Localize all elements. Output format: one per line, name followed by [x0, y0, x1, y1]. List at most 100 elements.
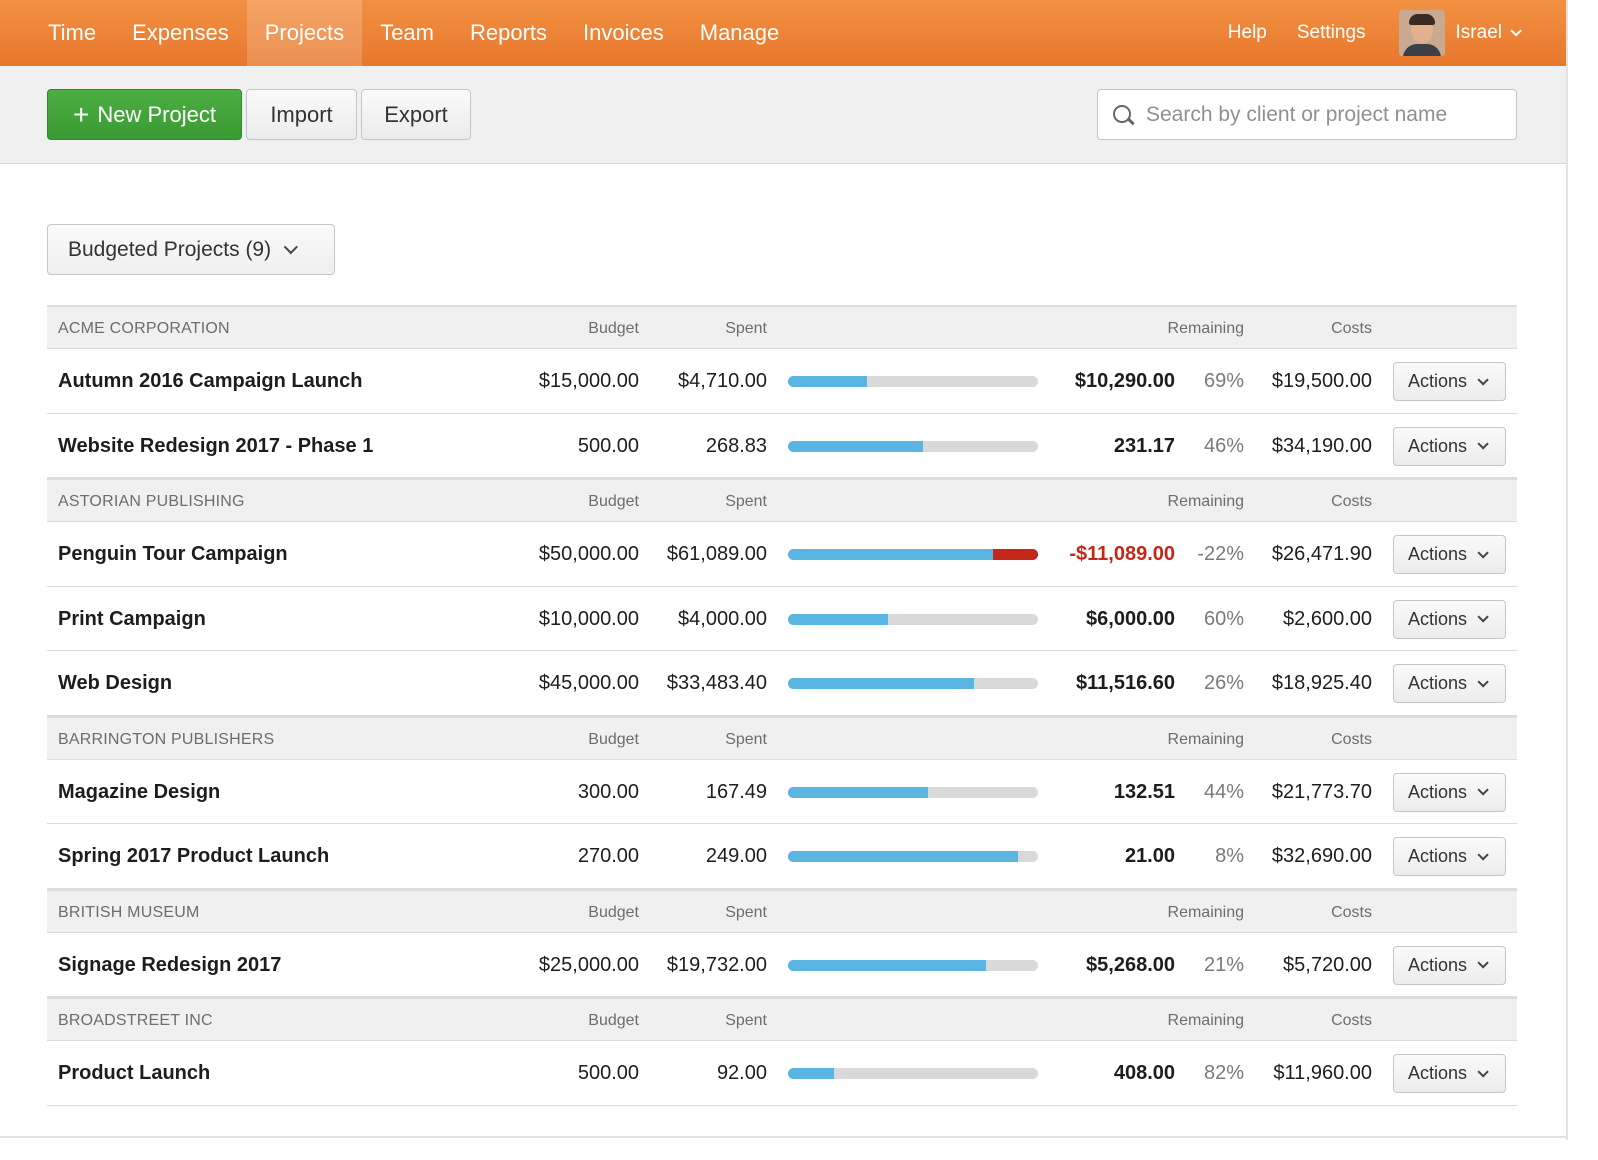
- actions-label: Actions: [1408, 954, 1468, 975]
- nav-item-invoices[interactable]: Invoices: [583, 20, 664, 45]
- actions-dropdown[interactable]: Actions: [1393, 599, 1506, 639]
- project-remaining-percent: 46%: [1203, 434, 1244, 457]
- column-header-spent: Spent: [725, 320, 767, 337]
- column-header-costs: Costs: [1331, 493, 1372, 510]
- column-header-costs: Costs: [1331, 1012, 1372, 1029]
- budget-progress-bar: [788, 851, 1038, 862]
- plus-icon: +: [73, 98, 90, 130]
- chevron-down-icon: [1477, 848, 1489, 861]
- export-button[interactable]: Export: [361, 89, 471, 140]
- project-remaining: $11,516.60: [1076, 672, 1175, 694]
- client-header-row: ACME CORPORATION Budget Spent Remaining Cost…: [47, 305, 1517, 349]
- budget-progress-bar: [788, 440, 1038, 452]
- chevron-down-icon: [1477, 373, 1489, 386]
- project-costs: $21,773.70: [1271, 780, 1372, 803]
- project-costs: $2,600.00: [1283, 607, 1372, 630]
- project-spent: 249.00: [705, 845, 767, 867]
- actions-dropdown[interactable]: Actions: [1393, 362, 1506, 401]
- actions-dropdown[interactable]: Actions: [1393, 426, 1506, 466]
- progress-fill: [788, 678, 974, 689]
- project-spent: 167.49: [705, 780, 767, 803]
- actions-label: Actions: [1408, 435, 1468, 456]
- user-name: Israel: [1455, 22, 1502, 43]
- actions-dropdown[interactable]: Actions: [1393, 1054, 1506, 1093]
- nav-item-manage[interactable]: Manage: [699, 20, 780, 45]
- client-header-row: ASTORIAN PUBLISHING Budget Spent Remaining C…: [47, 478, 1517, 522]
- project-name[interactable]: Product Launch: [58, 1062, 211, 1084]
- project-budget: $15,000.00: [538, 370, 639, 392]
- project-remaining-percent: 44%: [1203, 780, 1244, 803]
- project-name[interactable]: Penguin Tour Campaign: [58, 543, 288, 565]
- actions-label: Actions: [1408, 1063, 1468, 1083]
- budget-progress-bar: [788, 549, 1038, 560]
- search-input[interactable]: [1146, 102, 1506, 127]
- user-menu[interactable]: Israel: [1398, 10, 1522, 56]
- project-remaining-percent: 60%: [1203, 607, 1244, 630]
- project-budget: 270.00: [577, 845, 639, 867]
- progress-fill: [788, 959, 986, 971]
- client-header-row: BROADSTREET INC Budget Spent Remaining Costs: [47, 997, 1517, 1041]
- column-header-remaining: Remaining: [1167, 320, 1244, 337]
- budget-progress-bar: [788, 613, 1038, 625]
- table-row: Website Redesign 2017 - Phase 1 500.00 268…: [47, 414, 1517, 478]
- table-row: Web Design $45,000.00 $33,483.40 $11,516.60…: [47, 651, 1517, 716]
- column-header-costs: Costs: [1331, 730, 1372, 748]
- project-name[interactable]: Print Campaign: [58, 607, 206, 630]
- actions-label: Actions: [1408, 608, 1468, 629]
- chevron-down-icon: [1477, 1065, 1489, 1078]
- import-button[interactable]: Import: [246, 89, 357, 140]
- chevron-down-icon: [1477, 438, 1489, 450]
- nav-help-link[interactable]: Help: [1227, 22, 1267, 43]
- column-header-budget: Budget: [588, 493, 639, 510]
- project-name[interactable]: Spring 2017 Product Launch: [58, 845, 330, 867]
- project-name[interactable]: Autumn 2016 Campaign Launch: [58, 370, 363, 392]
- project-budget: 500.00: [577, 434, 639, 457]
- chevron-down-icon: [1477, 546, 1489, 559]
- project-spent: $33,483.40: [666, 672, 767, 694]
- budgeted-projects-dropdown[interactable]: Budgeted Projects (9): [47, 224, 335, 275]
- chevron-down-icon: [1477, 784, 1489, 796]
- projects-table: ACME CORPORATION Budget Spent Remaining Cost…: [47, 305, 1517, 1106]
- actions-dropdown[interactable]: Actions: [1393, 945, 1506, 985]
- divider: [1566, 0, 1568, 1140]
- project-remaining: 21.00: [1124, 845, 1175, 867]
- project-remaining: $6,000.00: [1086, 607, 1175, 630]
- column-header-spent: Spent: [725, 903, 767, 921]
- project-budget: $50,000.00: [538, 543, 639, 565]
- actions-label: Actions: [1408, 544, 1468, 564]
- actions-dropdown[interactable]: Actions: [1393, 664, 1506, 703]
- actions-dropdown[interactable]: Actions: [1393, 772, 1506, 812]
- project-name[interactable]: Web Design: [58, 672, 173, 694]
- project-name[interactable]: Signage Redesign 2017: [58, 953, 282, 976]
- budget-progress-bar: [788, 786, 1038, 798]
- project-remaining-percent: 82%: [1203, 1062, 1244, 1084]
- actions-dropdown[interactable]: Actions: [1393, 837, 1506, 876]
- project-budget: $45,000.00: [538, 672, 639, 694]
- project-spent: 92.00: [716, 1062, 767, 1084]
- actions-label: Actions: [1408, 846, 1468, 866]
- project-budget: $10,000.00: [538, 607, 639, 630]
- project-costs: $18,925.40: [1271, 672, 1372, 694]
- project-costs: $19,500.00: [1271, 370, 1372, 392]
- nav-item-team[interactable]: Team: [380, 20, 434, 45]
- avatar: [1398, 10, 1445, 56]
- nav-item-reports[interactable]: Reports: [469, 20, 548, 45]
- chevron-down-icon: [1510, 25, 1522, 37]
- project-remaining-percent: 8%: [1215, 845, 1244, 867]
- project-remaining: 231.17: [1113, 434, 1175, 457]
- project-name[interactable]: Website Redesign 2017 - Phase 1: [58, 434, 374, 457]
- nav-item-time[interactable]: Time: [48, 20, 97, 45]
- new-project-button[interactable]: + New Project: [47, 89, 242, 140]
- project-remaining: -$11,089.00: [1069, 543, 1175, 565]
- actions-dropdown[interactable]: Actions: [1393, 535, 1506, 574]
- budget-progress-bar: [788, 376, 1038, 387]
- progress-fill: [788, 376, 867, 387]
- project-costs: $26,471.90: [1271, 543, 1372, 565]
- actions-label: Actions: [1408, 781, 1468, 802]
- progress-fill: [788, 549, 1038, 560]
- nav-settings-link[interactable]: Settings: [1296, 22, 1366, 43]
- project-name[interactable]: Magazine Design: [58, 780, 221, 803]
- nav-item-projects[interactable]: Projects: [246, 0, 363, 66]
- nav-item-expenses[interactable]: Expenses: [132, 20, 229, 45]
- column-header-budget: Budget: [588, 730, 639, 748]
